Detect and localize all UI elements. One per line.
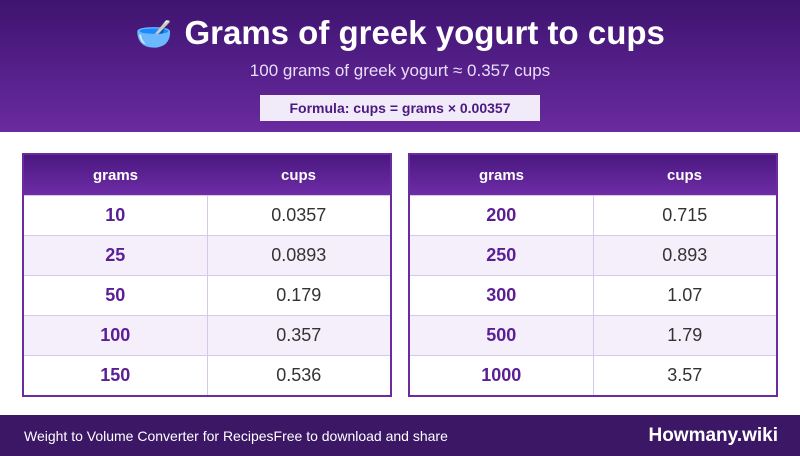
header-row: grams cups xyxy=(24,155,390,196)
title-text: Grams of greek yogurt to cups xyxy=(184,14,665,51)
subtitle: 100 grams of greek yogurt ≈ 0.357 cups xyxy=(249,61,551,80)
footer-tagline: Free to download and share xyxy=(273,428,448,444)
footer-title: Weight to Volume Converter for Recipes xyxy=(24,428,274,444)
grams-cell: 1000 xyxy=(410,355,594,395)
header-row: grams cups xyxy=(410,155,776,196)
row: 10 0.0357 xyxy=(24,195,390,236)
row: 150 0.536 xyxy=(24,355,390,395)
grams-cell: 200 xyxy=(410,195,594,236)
column-header: cups xyxy=(207,155,390,196)
row: 50 0.179 xyxy=(24,275,390,316)
row: 500 1.79 xyxy=(410,315,776,356)
cups-cell: 0.179 xyxy=(207,275,390,316)
cups-cell: 0.357 xyxy=(207,315,390,356)
cups-cell: 0.715 xyxy=(593,195,776,236)
cups-cell: 0.0357 xyxy=(207,195,390,236)
brand: Howmany.wiki xyxy=(648,425,778,446)
row: 300 1.07 xyxy=(410,275,776,316)
row: 100 0.357 xyxy=(24,315,390,356)
grams-cell: 150 xyxy=(24,355,208,395)
column-header: cups xyxy=(593,155,776,196)
cups-cell: 3.57 xyxy=(593,355,776,395)
column-header: grams xyxy=(410,155,593,196)
cups-cell: 1.07 xyxy=(593,275,776,316)
formula: Formula: cups = grams × 0.00357 xyxy=(260,95,540,121)
header: 🥣 Grams of greek yogurt to cups 100 grams… xyxy=(0,0,800,132)
row: 1000 3.57 xyxy=(410,355,776,395)
grams-cell: 25 xyxy=(24,235,208,276)
grams-cell: 500 xyxy=(410,315,594,356)
grams-cell: 300 xyxy=(410,275,594,316)
title-icon: 🥣 xyxy=(135,18,173,51)
grams-cell: 100 xyxy=(24,315,208,356)
conversion-table: grams cups 10 0.0357 25 0.0893 50 0.179 100 0.357… xyxy=(22,153,392,397)
cups-cell: 0.893 xyxy=(593,235,776,276)
cups-cell: 1.79 xyxy=(593,315,776,356)
row: 250 0.893 xyxy=(410,235,776,276)
row: 200 0.715 xyxy=(410,195,776,236)
footer-text: Weight to Volume Converter for RecipesFr… xyxy=(24,428,448,444)
row: 25 0.0893 xyxy=(24,235,390,276)
footer: Weight to Volume Converter for RecipesFr… xyxy=(0,415,800,456)
column-header: grams xyxy=(24,155,207,196)
cups-cell: 0.0893 xyxy=(207,235,390,276)
grams-cell: 10 xyxy=(24,195,208,236)
conversion-table: grams cups 200 0.715 250 0.893 300 1.07 500 1.79 1… xyxy=(408,153,778,397)
title: 🥣 Grams of greek yogurt to cups xyxy=(0,14,800,52)
table: grams cups 200 0.715 250 0.893 300 1.07 500 1.79 1… xyxy=(410,155,776,395)
grams-cell: 50 xyxy=(24,275,208,316)
cups-cell: 0.536 xyxy=(207,355,390,395)
grams-cell: 250 xyxy=(410,235,594,276)
table: grams cups 10 0.0357 25 0.0893 50 0.179 100 0.357… xyxy=(24,155,390,395)
